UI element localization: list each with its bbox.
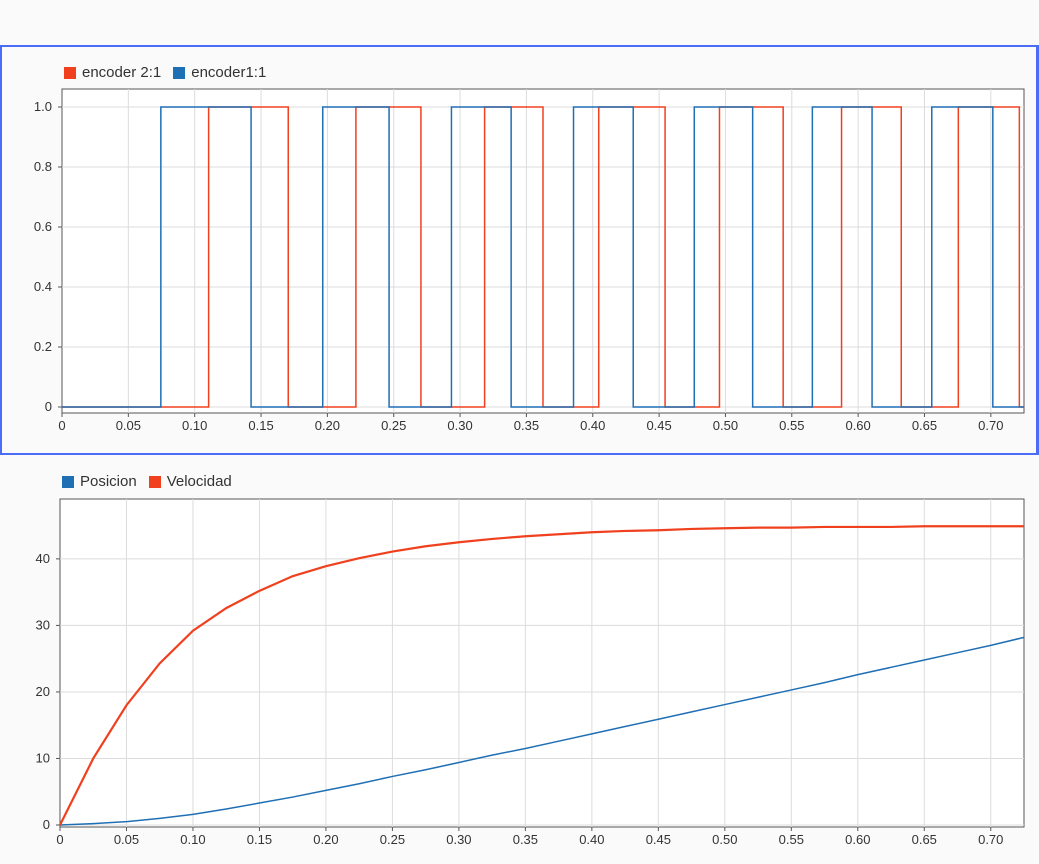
y-tick-label: 30: [36, 617, 50, 632]
x-tick-label: 0.30: [446, 832, 471, 847]
x-tick-label: 0.20: [315, 418, 340, 433]
x-tick-label: 0.70: [978, 418, 1003, 433]
x-tick-label: 0.45: [646, 832, 671, 847]
x-tick-label: 0.55: [779, 832, 804, 847]
scope-panel-motor[interactable]: Posicion Velocidad 0 0.05 0.10 0.15 0.20 0.25…: [0, 462, 1039, 864]
y-tick-label: 0: [45, 399, 52, 414]
legend-label: encoder1:1: [191, 64, 267, 81]
y-tick-label: 1.0: [34, 99, 52, 114]
y-tick-label: 0.4: [34, 279, 52, 294]
legend-swatch: [173, 66, 186, 79]
legend-item-encoder2[interactable]: encoder 2:1: [64, 64, 161, 81]
x-tick-label: 0.55: [779, 418, 804, 433]
y-tick-label: 10: [36, 750, 50, 765]
x-tick-label: 0.15: [247, 832, 272, 847]
x-tick-label: 0.35: [514, 418, 539, 433]
x-tick-label: 0.45: [646, 418, 671, 433]
legend-item-velocidad[interactable]: Velocidad: [148, 473, 232, 490]
x-tick-label: 0.40: [579, 832, 604, 847]
x-tick-label: 0.65: [912, 832, 937, 847]
y-tick-label: 0.8: [34, 159, 52, 174]
series-line-1: [59, 525, 1024, 826]
x-tick-label: 0.10: [180, 832, 205, 847]
x-tick-label: 0.30: [447, 418, 472, 433]
x-tick-label: 0.10: [182, 418, 207, 433]
series-line-0: [59, 636, 1025, 826]
x-tick-label: 0.20: [313, 832, 338, 847]
x-tick-label: 0.65: [912, 418, 937, 433]
legend-swatch: [62, 475, 74, 488]
legend-swatch: [64, 66, 76, 79]
legend-swatch: [148, 475, 161, 488]
x-tick-label: 0.40: [580, 418, 605, 433]
x-tick-label: 0.50: [713, 418, 738, 433]
legend-item-encoder1[interactable]: encoder1:1: [173, 64, 266, 81]
legend-encoders: encoder 2:1 encoder1:1: [64, 64, 278, 81]
x-tick-label: 0.05: [116, 418, 141, 433]
y-tick-label: 0: [43, 817, 50, 832]
x-tick-label: 0.70: [978, 832, 1003, 847]
legend-label: Posicion: [80, 473, 137, 490]
x-tick-label: 0.35: [513, 832, 538, 847]
y-tick-label: 40: [36, 551, 50, 566]
legend-item-posicion[interactable]: Posicion: [62, 473, 137, 490]
motor-plot[interactable]: 0 0.05 0.10 0.15 0.20 0.25 0.30 0.35 0.40 0.45 0.5…: [0, 462, 1039, 864]
x-tick-label: 0.25: [381, 418, 406, 433]
legend-label: encoder 2:1: [82, 64, 162, 81]
x-tick-label: 0.60: [845, 418, 870, 433]
plot-area: [59, 498, 1025, 828]
legend-label: Velocidad: [166, 473, 232, 490]
legend-motor: Posicion Velocidad: [62, 473, 244, 490]
x-tick-label: 0.50: [712, 832, 737, 847]
x-tick-label: 0.05: [114, 832, 139, 847]
y-tick-label: 20: [36, 684, 50, 699]
y-tick-label: 0.2: [34, 339, 52, 354]
encoder-plot[interactable]: 0 0.05 0.10 0.15 0.20 0.25 0.30 0.35 0.40 0.45 0.5…: [2, 47, 1037, 453]
x-tick-label: 0: [58, 418, 65, 433]
series-line-1: [62, 106, 1024, 408]
scope-panel-encoders[interactable]: encoder 2:1 encoder1:1 0 0.05 0.10 0.15 0.20…: [0, 45, 1039, 455]
x-tick-label: 0: [56, 832, 63, 847]
x-tick-label: 0.25: [380, 832, 405, 847]
x-tick-label: 0.60: [845, 832, 870, 847]
y-tick-label: 0.6: [34, 219, 52, 234]
x-tick-label: 0.15: [248, 418, 273, 433]
